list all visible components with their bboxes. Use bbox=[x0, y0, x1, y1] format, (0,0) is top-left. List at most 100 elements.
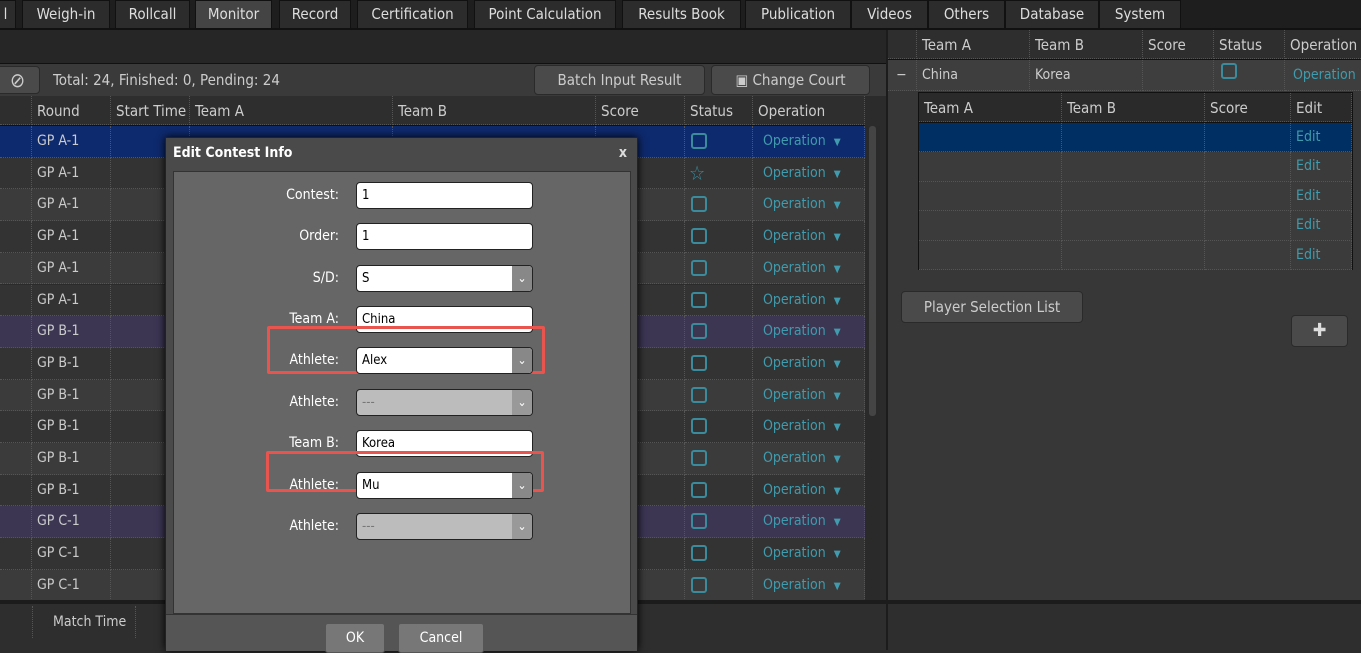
ok-button[interactable]: OK bbox=[325, 623, 385, 653]
operation-dropdown[interactable]: Operation bbox=[763, 545, 826, 562]
chevron-down-icon[interactable]: ⌄ bbox=[512, 473, 532, 498]
chevron-down-icon[interactable]: ⌄ bbox=[512, 348, 532, 373]
operation-dropdown[interactable]: Operation bbox=[1293, 67, 1356, 83]
chevron-down-icon[interactable]: ⌄ bbox=[512, 390, 532, 415]
operation-dropdown[interactable]: Operation bbox=[763, 133, 826, 149]
caret-down-icon[interactable]: ▼ bbox=[833, 263, 841, 275]
status-checkbox[interactable] bbox=[1221, 63, 1237, 79]
tab-record[interactable]: Record bbox=[279, 0, 351, 29]
close-icon[interactable]: x bbox=[618, 145, 627, 161]
caret-down-icon[interactable]: ▼ bbox=[833, 485, 841, 497]
column-header[interactable]: Edit bbox=[1291, 93, 1352, 122]
caret-down-icon[interactable]: ▼ bbox=[833, 422, 841, 434]
column-header[interactable]: Operation bbox=[753, 96, 865, 125]
tab-system[interactable]: System bbox=[1099, 0, 1181, 29]
text-input[interactable]: 1 bbox=[356, 223, 533, 250]
operation-dropdown[interactable]: Operation bbox=[763, 513, 826, 530]
column-header[interactable]: Score bbox=[1143, 30, 1214, 59]
sub-table-row[interactable]: Edit bbox=[919, 123, 1352, 153]
status-checkbox[interactable] bbox=[691, 450, 707, 466]
column-header[interactable]: Team B bbox=[1062, 93, 1205, 122]
status-checkbox[interactable] bbox=[691, 576, 707, 593]
caret-down-icon[interactable]: ▼ bbox=[833, 137, 841, 148]
tab-database[interactable]: Database bbox=[1005, 0, 1099, 29]
caret-down-icon[interactable]: ▼ bbox=[833, 580, 841, 592]
status-checkbox[interactable] bbox=[691, 291, 707, 308]
caret-down-icon[interactable]: ▼ bbox=[833, 200, 841, 212]
collapse-icon[interactable]: − bbox=[888, 60, 917, 91]
sub-table-row[interactable]: Edit bbox=[919, 211, 1352, 241]
column-header[interactable]: Score bbox=[596, 96, 685, 125]
edit-link[interactable]: Edit bbox=[1291, 211, 1352, 241]
status-checkbox[interactable] bbox=[691, 418, 707, 435]
batch-input-result-button[interactable]: Batch Input Result bbox=[534, 65, 705, 95]
chevron-down-icon[interactable]: ⌄ bbox=[512, 514, 532, 539]
operation-dropdown[interactable]: Operation bbox=[763, 291, 826, 308]
edit-link[interactable]: Edit bbox=[1291, 152, 1352, 182]
change-court-button[interactable]: ▣ Change Court bbox=[711, 65, 870, 95]
caret-down-icon[interactable]: ▼ bbox=[833, 327, 841, 339]
column-header[interactable]: Score bbox=[1205, 93, 1291, 122]
sub-table-row[interactable]: Edit bbox=[919, 181, 1352, 212]
column-header[interactable] bbox=[0, 96, 32, 125]
column-header[interactable]: Team B bbox=[393, 96, 596, 125]
edit-link[interactable]: Edit bbox=[1291, 240, 1352, 270]
column-header[interactable]: Team B bbox=[1030, 30, 1143, 59]
caret-down-icon[interactable]: ▼ bbox=[833, 168, 841, 180]
caret-down-icon[interactable]: ▼ bbox=[833, 390, 841, 402]
tab-rollcall[interactable]: Rollcall bbox=[115, 0, 190, 29]
star-icon[interactable]: ☆ bbox=[689, 160, 706, 185]
cancel-button[interactable]: Cancel bbox=[398, 623, 484, 653]
status-checkbox[interactable] bbox=[691, 481, 707, 498]
column-header[interactable]: Team A bbox=[190, 96, 393, 125]
operation-dropdown[interactable]: Operation bbox=[763, 576, 826, 593]
tab-certification[interactable]: Certification bbox=[357, 0, 468, 29]
operation-dropdown[interactable]: Operation bbox=[763, 164, 826, 181]
caret-down-icon[interactable]: ▼ bbox=[833, 549, 841, 561]
tab-publication[interactable]: Publication bbox=[745, 0, 851, 29]
clear-icon[interactable]: ⊘ bbox=[0, 66, 40, 94]
operation-dropdown[interactable]: Operation bbox=[763, 323, 826, 340]
edit-link[interactable]: Edit bbox=[1291, 181, 1352, 212]
column-header[interactable]: Start Time bbox=[111, 96, 190, 125]
operation-dropdown[interactable]: Operation bbox=[763, 228, 826, 245]
column-header[interactable] bbox=[888, 30, 917, 59]
athlete-select[interactable]: Mu ⌄ bbox=[356, 472, 533, 499]
operation-dropdown[interactable]: Operation bbox=[763, 354, 826, 371]
grid-scrollbar[interactable] bbox=[865, 126, 880, 600]
operation-dropdown[interactable]: Operation bbox=[763, 386, 826, 403]
status-checkbox[interactable] bbox=[691, 133, 707, 149]
caret-down-icon[interactable]: ▼ bbox=[833, 454, 841, 465]
status-checkbox[interactable] bbox=[691, 228, 707, 245]
tab-others[interactable]: Others bbox=[928, 0, 1005, 29]
tab-weigh-in[interactable]: Weigh-in bbox=[22, 0, 110, 29]
operation-dropdown[interactable]: Operation bbox=[763, 450, 826, 466]
column-header[interactable]: Team A bbox=[917, 30, 1030, 59]
status-checkbox[interactable] bbox=[691, 196, 707, 213]
status-checkbox[interactable] bbox=[691, 513, 707, 530]
scroll-thumb[interactable] bbox=[869, 126, 876, 416]
tab-videos[interactable]: Videos bbox=[851, 0, 928, 29]
caret-down-icon[interactable]: ▼ bbox=[833, 295, 841, 307]
caret-down-icon[interactable]: ▼ bbox=[833, 232, 841, 244]
status-checkbox[interactable] bbox=[691, 323, 707, 340]
operation-dropdown[interactable]: Operation bbox=[763, 196, 826, 213]
tab-monitor[interactable]: Monitor bbox=[195, 0, 272, 29]
text-input[interactable]: 1 bbox=[356, 182, 533, 209]
tab-results-book[interactable]: Results Book bbox=[622, 0, 741, 29]
operation-dropdown[interactable]: Operation bbox=[763, 259, 826, 276]
right-grid-row[interactable]: − China Korea Operation bbox=[888, 60, 1361, 91]
tab-l[interactable]: l bbox=[0, 0, 16, 29]
sub-table-row[interactable]: Edit bbox=[919, 240, 1352, 270]
sub-table-row[interactable]: Edit bbox=[919, 152, 1352, 182]
add-button[interactable]: ✚ bbox=[1291, 315, 1348, 347]
column-header[interactable]: Team A bbox=[919, 93, 1062, 122]
status-checkbox[interactable] bbox=[691, 545, 707, 562]
athlete-select[interactable]: Alex ⌄ bbox=[356, 347, 533, 374]
status-checkbox[interactable] bbox=[691, 354, 707, 371]
column-header[interactable]: Operation bbox=[1285, 30, 1361, 59]
edit-link[interactable]: Edit bbox=[1291, 123, 1352, 153]
operation-dropdown[interactable]: Operation bbox=[763, 418, 826, 435]
tab-point-calculation[interactable]: Point Calculation bbox=[474, 0, 616, 29]
status-checkbox[interactable] bbox=[691, 386, 707, 403]
